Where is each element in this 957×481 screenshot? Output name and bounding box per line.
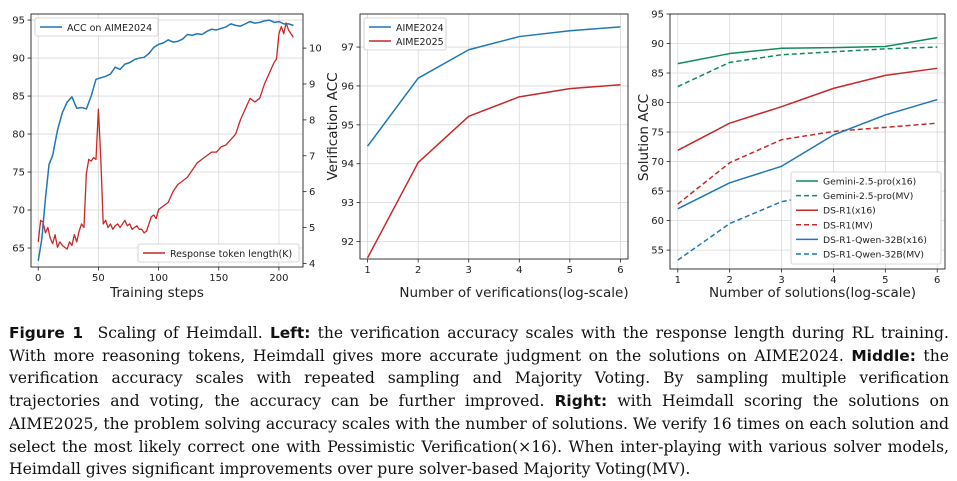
x-tick-label: 2 xyxy=(726,275,732,286)
y-tick-label: 95 xyxy=(651,10,664,21)
y-tick-label: 90 xyxy=(12,54,25,65)
caption-right-text: with Heimdall scoring the solutions on A… xyxy=(9,392,949,479)
caption-right-label: Right: xyxy=(554,392,608,411)
middle-chart-svg: 1 2 3 4 5 6 92 93 94 95 96 97 AIME2024 AIME2025 Verifi… xyxy=(325,13,629,301)
series-line-aime2025 xyxy=(366,84,621,259)
y-right-tick-label: 8 xyxy=(309,115,315,126)
y-tick-label: 70 xyxy=(12,206,25,217)
series-line-response-length xyxy=(37,22,294,250)
y-tick-label: 96 xyxy=(341,81,354,92)
x-axis-label: Number of solutions(log-scale) xyxy=(709,285,916,301)
y-tick-label: 65 xyxy=(12,244,25,255)
y-right-tick-label: 9 xyxy=(309,79,315,90)
x-tick-label: 150 xyxy=(209,273,228,284)
caption-middle-text: the verification accuracy scales with re… xyxy=(9,346,949,411)
x-tick-label: 2 xyxy=(415,265,421,276)
x-tick-label: 3 xyxy=(466,265,472,276)
legend-entry: DS-R1(x16) xyxy=(823,206,876,217)
y-tick-label: 93 xyxy=(341,198,354,209)
legend-entry: ACC on AIME2024 xyxy=(67,23,152,34)
right-chart: 1 2 3 4 5 6 55 60 65 70 75 80 85 90 95 Gemini-2.5-pro(x… xyxy=(634,0,952,310)
y-tick-label: 55 xyxy=(651,246,664,257)
y-tick-label: 80 xyxy=(651,98,664,109)
legend-entry: DS-R1(MV) xyxy=(823,220,873,231)
y-right-tick-label: 4 xyxy=(309,259,315,270)
legend-box-top xyxy=(34,17,159,37)
series-line-gemini-2-5-pro-x16- xyxy=(677,36,938,65)
y-tick-label: 95 xyxy=(341,120,354,131)
caption-intro: Scaling of Heimdall. xyxy=(97,324,263,342)
y-tick-label: 97 xyxy=(341,43,354,54)
y-axis-label: Verification ACC xyxy=(325,73,341,181)
figure-label: Figure 1 xyxy=(9,324,84,342)
legend-box-bottom xyxy=(137,243,300,263)
y-tick-label: 75 xyxy=(12,168,25,179)
legend-entry: Response token length(K) xyxy=(170,249,292,260)
x-tick-label: 1 xyxy=(364,265,370,276)
legend-entry: Gemini-2.5-pro(x16) xyxy=(823,177,916,188)
legend-box xyxy=(790,171,942,265)
left-chart: 0 50 100 150 200 65 70 75 80 85 90 95 4 5 6 7 8 9 10 ACC on… xyxy=(0,0,330,310)
series-line-gemini-2-5-pro-mv- xyxy=(677,46,938,88)
y-tick-label: 65 xyxy=(651,187,664,198)
x-tick-label: 5 xyxy=(567,265,573,276)
legend-box xyxy=(363,17,447,51)
x-tick-label: 3 xyxy=(778,275,784,286)
y-tick-label: 95 xyxy=(12,16,25,27)
figure-caption: Figure 1 Scaling of Heimdall. Left: the … xyxy=(9,322,949,481)
plot-frame xyxy=(669,13,946,270)
x-tick-label: 6 xyxy=(934,275,940,286)
x-tick-label: 5 xyxy=(882,275,888,286)
x-tick-label: 4 xyxy=(516,265,522,276)
legend-entry: DS-R1-Qwen-32B(x16) xyxy=(823,235,927,246)
plot-frame xyxy=(359,13,629,260)
x-tick-label: 200 xyxy=(269,273,288,284)
left-chart-svg: 0 50 100 150 200 65 70 75 80 85 90 95 4 5 6 7 8 9 10 ACC on… xyxy=(12,13,322,301)
series-line-acc-aime2024 xyxy=(37,19,294,262)
x-tick-label: 4 xyxy=(830,275,836,286)
x-tick-label: 100 xyxy=(149,273,168,284)
y-tick-label: 85 xyxy=(651,69,664,80)
x-tick-label: 6 xyxy=(617,265,623,276)
x-tick-label: 0 xyxy=(35,273,41,284)
legend-entry: Gemini-2.5-pro(MV) xyxy=(823,191,913,202)
legend-entry: AIME2024 xyxy=(396,23,444,34)
y-tick-label: 70 xyxy=(651,157,664,168)
x-tick-label: 1 xyxy=(675,275,681,286)
caption-middle-label: Middle: xyxy=(851,346,916,365)
plot-frame xyxy=(30,13,304,268)
y-right-tick-label: 5 xyxy=(309,223,315,234)
y-right-tick-label: 6 xyxy=(309,187,315,198)
caption-left-label: Left: xyxy=(269,324,311,342)
y-tick-label: 85 xyxy=(12,92,25,103)
y-tick-label: 80 xyxy=(12,130,25,141)
y-tick-label: 92 xyxy=(341,237,354,248)
legend-entry: AIME2025 xyxy=(396,37,444,48)
y-tick-label: 60 xyxy=(651,216,664,227)
series-line-ds-r1-mv- xyxy=(677,122,938,205)
y-tick-label: 75 xyxy=(651,128,664,139)
caption-left-text: the verification accuracy scales with th… xyxy=(9,324,949,365)
y-tick-label: 94 xyxy=(341,159,354,170)
series-line-ds-r1-x16- xyxy=(677,67,938,152)
legend-entry: DS-R1-Qwen-32B(MV) xyxy=(823,250,924,261)
x-axis-label: Number of verifications(log-scale) xyxy=(399,285,628,301)
x-axis-label: Training steps xyxy=(109,285,204,301)
middle-chart: 1 2 3 4 5 6 92 93 94 95 96 97 AIME2024 AIME2025 Verifi… xyxy=(322,0,634,310)
x-tick-label: 50 xyxy=(92,273,105,284)
series-line-aime2024 xyxy=(366,26,621,147)
series-line-ds-r1-qwen-32b-x16- xyxy=(677,98,938,210)
y-right-tick-label: 10 xyxy=(309,44,322,55)
right-chart-svg: 1 2 3 4 5 6 55 60 65 70 75 80 85 90 95 Gemini-2.5-pro(x… xyxy=(636,10,946,301)
y-tick-label: 90 xyxy=(651,39,664,50)
y-axis-label: Solution ACC xyxy=(636,94,652,181)
y-right-tick-label: 7 xyxy=(309,151,315,162)
